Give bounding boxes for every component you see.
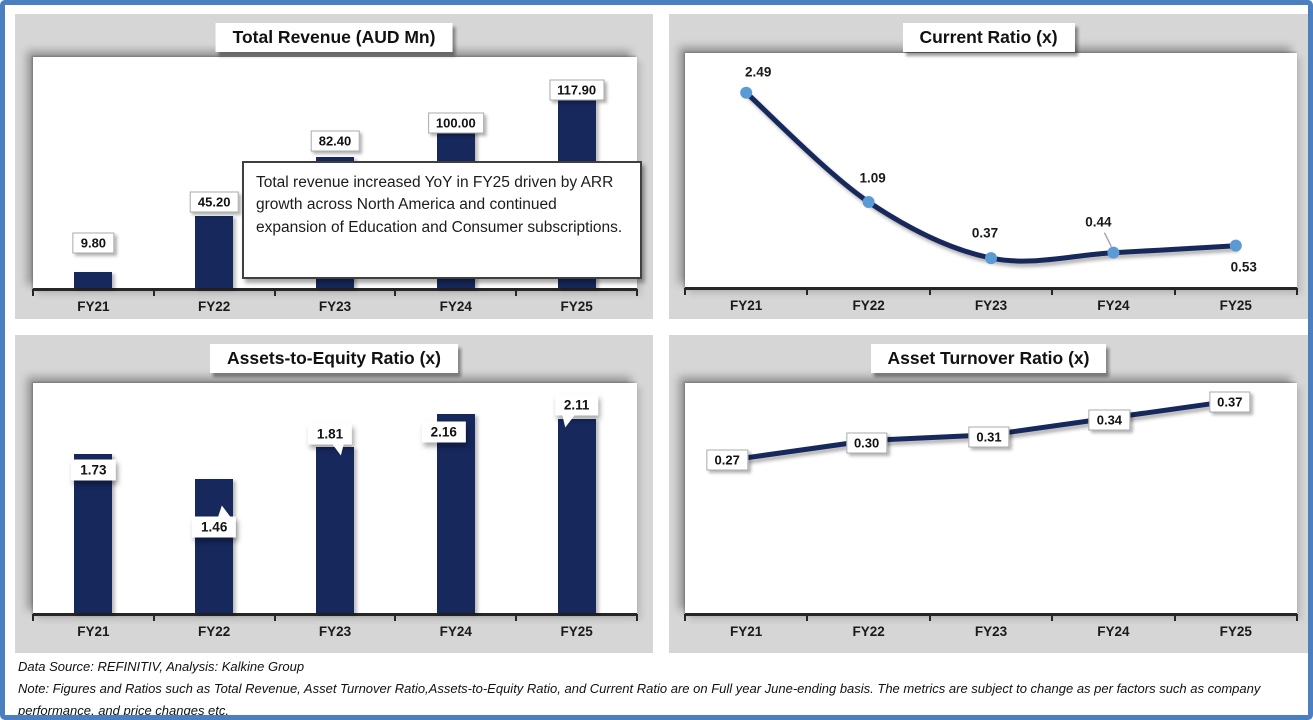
plot-area: [685, 53, 1297, 290]
bar-fy24: [436, 414, 475, 613]
data-label-fy22: 1.46: [192, 505, 237, 538]
axis-tick: [636, 289, 638, 296]
data-point-marker-fy22: [862, 195, 875, 208]
x-axis-label-fy22: FY22: [852, 624, 885, 639]
chart-title: Asset Turnover Ratio (x): [870, 344, 1107, 373]
x-axis-label-fy25: FY25: [1219, 298, 1252, 313]
data-point-marker-fy21: [740, 86, 753, 99]
assets-to-equity-chart-panel: Assets-to-Equity Ratio (x) FY21 FY22 FY23 F…: [15, 335, 653, 653]
x-axis-label-fy23: FY23: [974, 298, 1008, 313]
data-label-fy24: 0.34: [1088, 409, 1131, 430]
x-axis-label-fy21: FY21: [77, 299, 110, 314]
x-axis-label-fy24: FY24: [439, 624, 472, 639]
data-label-fy25: 0.53: [1230, 259, 1257, 275]
line-chart-svg: [740, 86, 1242, 268]
x-axis-label-fy22: FY22: [198, 299, 231, 314]
data-label-fy23: 0.31: [968, 426, 1010, 448]
bar-fy21: [74, 272, 113, 288]
data-label-fy24: 100.00: [427, 112, 484, 134]
chart-title: Assets-to-Equity Ratio (x): [210, 344, 458, 373]
chart-title: Current Ratio (x): [902, 23, 1075, 52]
total-revenue-chart-panel: Total Revenue (AUD Mn) Total revenue inc…: [15, 14, 653, 319]
axis-tick: [684, 288, 686, 295]
x-axis-label-fy21: FY21: [730, 298, 763, 313]
bar-fy25: [557, 418, 596, 613]
line-chart-svg: [743, 397, 1239, 464]
data-label-fy23: 0.37: [971, 225, 999, 241]
x-axis-label-fy21: FY21: [730, 624, 763, 639]
bar-fy23: [316, 446, 354, 613]
data-label-fy23: 82.40: [310, 130, 360, 152]
axis-tick: [394, 614, 396, 621]
axis-tick: [1051, 614, 1053, 621]
data-label-fy22: 1.09: [859, 170, 886, 186]
data-label-fy23: 1.81: [307, 423, 353, 456]
axis-tick: [515, 614, 517, 621]
x-axis-label-fy21: FY21: [77, 624, 110, 639]
data-point-marker-fy23: [985, 252, 997, 265]
plot-area: [33, 383, 637, 616]
footnote: Data Source: REFINITIV, Analysis: Kalkin…: [18, 656, 1306, 719]
x-axis-label-fy25: FY25: [1219, 624, 1252, 639]
data-point-marker-fy24: [1107, 246, 1120, 259]
x-axis-label-fy23: FY23: [318, 299, 352, 314]
axis-tick: [515, 289, 517, 296]
axis-tick: [32, 289, 34, 296]
axis-tick: [1296, 614, 1298, 621]
data-label-fy25: 0.37: [1209, 391, 1251, 413]
revenue-annotation-box: Total revenue increased YoY in FY25 driv…: [242, 161, 642, 279]
axis-tick: [806, 288, 808, 295]
axis-tick: [274, 614, 276, 621]
data-label-fy21: 2.49: [745, 64, 772, 80]
label-leader-line: [1103, 232, 1112, 247]
axis-tick: [32, 614, 34, 621]
plot-area: [685, 383, 1297, 616]
x-axis-label-fy23: FY23: [318, 624, 352, 639]
axis-tick: [153, 289, 155, 296]
x-axis-label-fy24: FY24: [439, 299, 472, 314]
x-axis-label-fy24: FY24: [1097, 298, 1130, 313]
axis-tick: [153, 614, 155, 621]
x-axis-label-fy24: FY24: [1097, 624, 1130, 639]
axis-tick: [1174, 614, 1176, 621]
bar-fy21: [74, 453, 113, 613]
data-label-fy21: 1.73: [71, 459, 116, 481]
data-label-fy21: 9.80: [72, 232, 115, 254]
data-label-fy25: 117.90: [549, 79, 605, 101]
axis-tick: [929, 614, 931, 621]
data-point-marker-fy25: [1229, 239, 1242, 252]
axis-tick: [274, 289, 276, 296]
data-label-fy22: 45.20: [189, 191, 239, 213]
bar-fy22: [195, 478, 234, 613]
axis-tick: [929, 288, 931, 295]
x-axis-label-fy22: FY22: [198, 624, 231, 639]
note-line: Note: Figures and Ratios such as Total R…: [18, 681, 1261, 719]
axis-tick: [1051, 288, 1053, 295]
axis-tick: [1296, 288, 1298, 295]
x-axis-label-fy22: FY22: [852, 298, 885, 313]
data-label-fy25: 2.11: [554, 394, 599, 428]
data-label-fy24: 2.16: [421, 421, 466, 443]
x-axis-label-fy23: FY23: [974, 624, 1008, 639]
bar-fy22: [195, 216, 234, 288]
axis-tick: [806, 614, 808, 621]
current-ratio-chart-panel: Current Ratio (x) FY21 FY22 FY23 FY24 FY25 2.…: [669, 14, 1308, 319]
chart-title: Total Revenue (AUD Mn): [215, 23, 453, 52]
axis-tick: [636, 614, 638, 621]
axis-tick: [394, 289, 396, 296]
x-axis-label-fy25: FY25: [560, 299, 593, 314]
data-label-fy22: 0.30: [845, 432, 888, 453]
axis-tick: [1174, 288, 1176, 295]
asset-turnover-chart-panel: Asset Turnover Ratio (x) FY21 FY22 FY23 FY2…: [669, 335, 1308, 653]
data-label-fy21: 0.27: [706, 449, 748, 471]
data-source-line: Data Source: REFINITIV, Analysis: Kalkin…: [18, 659, 305, 674]
axis-tick: [684, 614, 686, 621]
data-label-fy24: 0.44: [1085, 214, 1112, 230]
x-axis-label-fy25: FY25: [560, 624, 593, 639]
